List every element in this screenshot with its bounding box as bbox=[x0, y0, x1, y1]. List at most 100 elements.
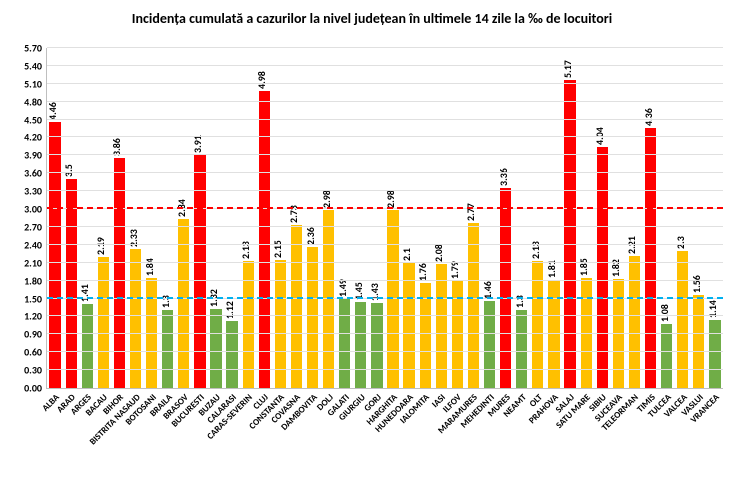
bar-value-label: 2.1 bbox=[400, 248, 413, 261]
y-tick-label: 1.80 bbox=[6, 274, 42, 287]
grid-line bbox=[47, 280, 723, 281]
bar-value-label: 1.12 bbox=[223, 301, 236, 319]
bar-slot: 2.08 bbox=[433, 48, 449, 388]
reference-line bbox=[47, 297, 723, 299]
plot-area: 4.463.51.412.193.862.331.841.32.843.911.… bbox=[46, 48, 723, 389]
bar-slot: 5.17 bbox=[562, 48, 578, 388]
bar: 1.3 bbox=[516, 310, 527, 388]
bar-value-label: 1.08 bbox=[658, 304, 671, 322]
y-tick-label: 5.10 bbox=[6, 77, 42, 90]
bar-slot: 2.36 bbox=[305, 48, 321, 388]
bar: 1.41 bbox=[82, 304, 93, 388]
bar-value-label: 2.36 bbox=[304, 227, 317, 245]
bar: 2.77 bbox=[468, 223, 479, 388]
bar-value-label: 1.81 bbox=[545, 260, 558, 278]
grid-line bbox=[47, 119, 723, 120]
y-tick-label: 3.00 bbox=[6, 203, 42, 216]
y-tick-label: 0.00 bbox=[6, 382, 42, 395]
grid-line bbox=[47, 244, 723, 245]
reference-line bbox=[47, 207, 723, 209]
bar-slot: 2.98 bbox=[385, 48, 401, 388]
bar-value-label: 4.98 bbox=[255, 71, 268, 89]
bar: 2.3 bbox=[677, 251, 688, 388]
y-tick-label: 3.60 bbox=[6, 167, 42, 180]
y-tick-label: 4.50 bbox=[6, 113, 42, 126]
y-tick-label: 0.90 bbox=[6, 328, 42, 341]
bar: 1.12 bbox=[226, 321, 237, 388]
y-tick-label: 5.70 bbox=[6, 42, 42, 55]
x-label-slot: IALOMITA bbox=[416, 390, 432, 490]
bar-slot: 2.13 bbox=[530, 48, 546, 388]
bar-value-label: 3.86 bbox=[110, 138, 123, 156]
bar: 3.36 bbox=[500, 188, 511, 388]
bar: 2.73 bbox=[291, 225, 302, 388]
bar-value-label: 1.85 bbox=[577, 258, 590, 276]
grid-line bbox=[47, 101, 723, 102]
bar-slot: 1.49 bbox=[337, 48, 353, 388]
y-tick-label: 3.90 bbox=[6, 149, 42, 162]
chart-title: Incidența cumulată a cazurilor la nivel … bbox=[0, 10, 744, 27]
bar: 2.33 bbox=[130, 249, 141, 388]
bar: 3.86 bbox=[114, 158, 125, 388]
bar-slot: 1.12 bbox=[224, 48, 240, 388]
bar-slot: 3.5 bbox=[63, 48, 79, 388]
bar: 1.32 bbox=[210, 309, 221, 388]
bar-slot: 1.3 bbox=[514, 48, 530, 388]
bar-slot: 3.86 bbox=[111, 48, 127, 388]
bar-slot: 2.98 bbox=[321, 48, 337, 388]
bar-slot: 1.45 bbox=[353, 48, 369, 388]
x-label-slot: VRANCEA bbox=[706, 390, 722, 490]
bar-slot: 1.46 bbox=[482, 48, 498, 388]
y-tick-label: 4.20 bbox=[6, 131, 42, 144]
bar-slot: 2.1 bbox=[401, 48, 417, 388]
bar-value-label: 2.08 bbox=[432, 244, 445, 262]
bar-slot: 1.08 bbox=[659, 48, 675, 388]
bar: 1.49 bbox=[339, 299, 350, 388]
y-tick-label: 0.30 bbox=[6, 364, 42, 377]
bar-slot: 3.91 bbox=[192, 48, 208, 388]
x-label-slot: NEAMT bbox=[513, 390, 529, 490]
bar-slot: 2.21 bbox=[626, 48, 642, 388]
bar-slot: 1.82 bbox=[610, 48, 626, 388]
bar-value-label: 4.46 bbox=[46, 102, 59, 120]
grid-line bbox=[47, 351, 723, 352]
bar-slot: 1.56 bbox=[691, 48, 707, 388]
grid-line bbox=[47, 226, 723, 227]
bar-slot: 1.76 bbox=[417, 48, 433, 388]
bar-slot: 1.14 bbox=[707, 48, 723, 388]
bar: 2.98 bbox=[387, 210, 398, 388]
bar-value-label: 2.98 bbox=[384, 190, 397, 208]
bar-slot: 2.13 bbox=[240, 48, 256, 388]
bar-value-label: 3.36 bbox=[497, 168, 510, 186]
bar-value-label: 2.19 bbox=[94, 237, 107, 255]
bar-slot: 2.73 bbox=[288, 48, 304, 388]
y-tick-label: 3.30 bbox=[6, 185, 42, 198]
bar-value-label: 5.17 bbox=[561, 60, 574, 78]
grid-line bbox=[47, 65, 723, 66]
grid-line bbox=[47, 47, 723, 48]
grid-line bbox=[47, 83, 723, 84]
bar: 1.76 bbox=[420, 283, 431, 388]
bar-value-label: 4.36 bbox=[642, 108, 655, 126]
y-tick-label: 2.10 bbox=[6, 256, 42, 269]
bar: 2.36 bbox=[307, 247, 318, 388]
y-tick-label: 2.70 bbox=[6, 220, 42, 233]
bar-value-label: 3.91 bbox=[191, 135, 204, 153]
bar-slot: 1.84 bbox=[144, 48, 160, 388]
grid-line bbox=[47, 136, 723, 137]
bar-slot: 2.19 bbox=[95, 48, 111, 388]
bar: 1.14 bbox=[709, 320, 720, 388]
grid-line bbox=[47, 315, 723, 316]
bar-value-label: 1.79 bbox=[448, 261, 461, 279]
bar-value-label: 1.49 bbox=[336, 279, 349, 297]
grid-line bbox=[47, 190, 723, 191]
y-tick-label: 5.40 bbox=[6, 59, 42, 72]
bar-slot: 4.36 bbox=[642, 48, 658, 388]
bar-value-label: 2.3 bbox=[674, 236, 687, 249]
grid-line bbox=[47, 262, 723, 263]
bar: 1.46 bbox=[484, 301, 495, 388]
bar-value-label: 3.5 bbox=[62, 164, 75, 177]
bar-slot: 2.77 bbox=[465, 48, 481, 388]
bar-slot: 1.85 bbox=[578, 48, 594, 388]
bar-slot: 1.81 bbox=[546, 48, 562, 388]
